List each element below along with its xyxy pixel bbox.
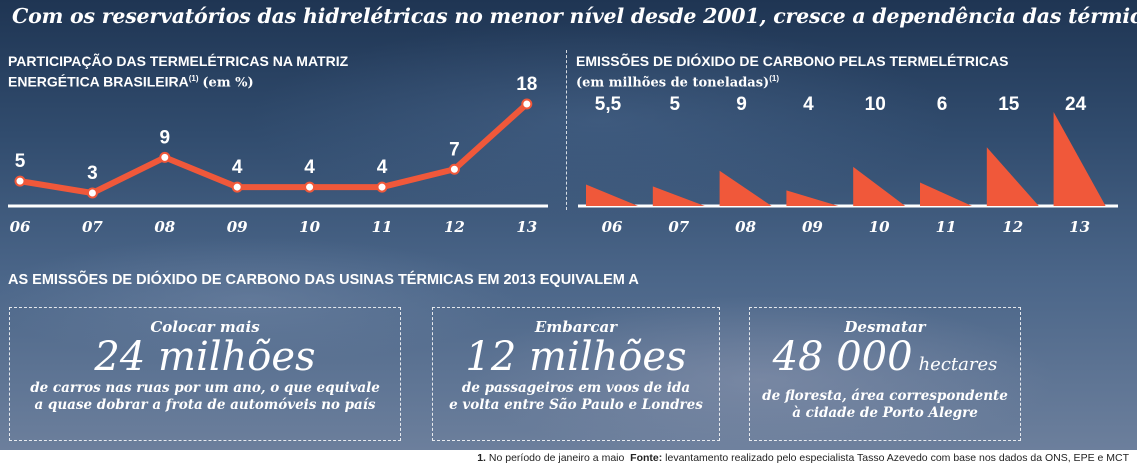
box-number: 24 milhões	[94, 334, 316, 380]
line-chart-x-tick: 13	[516, 218, 537, 236]
line-chart-point	[231, 181, 243, 193]
bar-chart-bar	[652, 186, 705, 206]
bar-chart-title-line1: EMISSÕES DE DIÓXIDO DE CARBONO PELAS TER…	[576, 53, 1009, 69]
footer-source-label: Fonte:	[630, 452, 663, 464]
bar-chart-x-tick: 06	[602, 218, 623, 236]
line-chart-title-unit: (em %)	[202, 75, 254, 91]
line-chart-x-tick: 08	[154, 218, 175, 236]
bar-chart-bar	[719, 170, 772, 206]
line-chart-value-label: 4	[377, 157, 388, 178]
equivalence-box-forest: Desmatar 48 000 hectares de floresta, áre…	[749, 307, 1021, 441]
bar-chart-x-tick: 12	[1002, 218, 1023, 236]
line-chart-point	[448, 163, 460, 175]
bar-chart-title-line2: (em milhões de toneladas)(1)	[576, 70, 1009, 92]
equivalence-box-flights: Embarcar 12 milhões de passageiros em vo…	[432, 307, 720, 441]
bar-chart-bar	[786, 190, 839, 206]
bar-chart-bar	[986, 147, 1039, 206]
line-chart-x-tick: 12	[444, 218, 465, 236]
line-chart-title-main: ENERGÉTICA BRASILEIRA	[8, 73, 189, 90]
line-chart-value-label: 4	[304, 157, 315, 178]
box-big-number: 48 000 hectares	[750, 336, 1020, 386]
line-chart-value-label: 4	[232, 157, 243, 178]
box-description-line1: de floresta, área correspondente	[762, 388, 1008, 404]
line-chart-title-line2: ENERGÉTICA BRASILEIRA(1) (em %)	[8, 70, 368, 92]
line-chart-point	[304, 181, 316, 193]
bar-chart-x-tick: 11	[936, 218, 957, 236]
bar-chart-title-footnote: (1)	[769, 74, 779, 83]
bar-chart-value-label: 5	[670, 94, 681, 115]
box-description: de passageiros em voos de ida e volta en…	[433, 380, 719, 414]
line-chart-x-tick: 07	[82, 218, 103, 236]
bar-chart-value-label: 24	[1065, 94, 1087, 115]
line-chart-title-line1: PARTICIPAÇÃO DAS TERMELÉTRICAS NA MATRIZ	[8, 53, 349, 69]
footer-source: levantamento realizado pelo especialista…	[665, 452, 1129, 464]
line-chart-x-tick: 11	[372, 218, 393, 236]
chart-divider	[566, 50, 567, 210]
box-description: de carros nas ruas por um ano, o que equ…	[10, 380, 400, 414]
box-unit: hectares	[918, 354, 998, 375]
box-description-line1: de passageiros em voos de ida	[461, 380, 691, 396]
box-number: 12 milhões	[465, 334, 687, 380]
line-chart-x-tick: 10	[299, 218, 320, 236]
bar-chart-x-tick: 10	[869, 218, 890, 236]
bar-chart-value-label: 10	[865, 94, 886, 115]
bar-chart-x-tick: 07	[668, 218, 689, 236]
box-big-number: 24 milhões	[10, 336, 400, 378]
bar-chart-value-label: 6	[937, 94, 948, 115]
equivalence-box-cars: Colocar mais 24 milhões de carros nas ru…	[9, 307, 401, 441]
bar-chart-bar	[920, 182, 972, 206]
box-lead: Colocar mais	[150, 318, 260, 336]
bar-chart-value-label: 5,5	[595, 94, 622, 115]
box-lead: Embarcar	[534, 318, 618, 336]
bar-chart-title: EMISSÕES DE DIÓXIDO DE CARBONO PELAS TER…	[576, 53, 1009, 92]
bar-chart-x-tick: 08	[735, 218, 756, 236]
line-chart-title-footnote: (1)	[188, 74, 199, 83]
bar-chart-value-label: 9	[736, 94, 747, 115]
charts-svg: 5 06 3 07 9 08 4 09 4 10 4 11 7 12 18 13 5,5 06 5 07 9 08 4 09 1…	[10, 74, 1106, 236]
bar-chart-value-label: 15	[998, 94, 1020, 115]
line-chart-x-tick: 06	[10, 218, 31, 236]
line-chart-point	[14, 175, 26, 187]
equivalence-title: AS EMISSÕES DE DIÓXIDO DE CARBONO DAS US…	[8, 272, 639, 288]
box-description-line1: de carros nas ruas por um ano, o que equ…	[30, 380, 380, 396]
box-description-line2: e volta entre São Paulo e Londres	[449, 397, 703, 413]
bar-chart-x-tick: 09	[802, 218, 823, 236]
bar-chart-title-unit: (em milhões de toneladas)	[576, 75, 770, 91]
footer: 1. No período de janeiro a maio Fonte: l…	[477, 452, 1129, 464]
box-description: de floresta, área correspondente à cidad…	[750, 388, 1020, 422]
bar-chart-bar	[1053, 112, 1106, 206]
main-title: Com os reservatórios das hidrelétricas n…	[12, 4, 1137, 28]
bar-chart-bar	[586, 184, 638, 206]
box-lead: Desmatar	[844, 318, 926, 336]
bar-chart-value-label: 4	[803, 94, 814, 115]
line-chart-point	[159, 151, 171, 163]
footer-note-number: 1.	[477, 452, 486, 464]
line-chart-value-label: 9	[160, 127, 171, 148]
bar-chart-x-tick: 13	[1069, 218, 1090, 236]
line-chart-point	[521, 98, 533, 110]
line-chart-value-label: 5	[15, 151, 26, 172]
bar-chart-bar	[853, 166, 906, 206]
line-chart-value-label: 18	[516, 74, 537, 95]
line-chart-x-tick: 09	[227, 218, 248, 236]
footer-note: No período de janeiro a maio	[488, 452, 625, 464]
line-chart-point	[376, 181, 388, 193]
line-chart-series	[17, 101, 530, 196]
box-description-line2: à cidade de Porto Alegre	[792, 405, 978, 421]
box-number: 48 000	[772, 334, 913, 380]
box-description-line2: a quase dobrar a frota de automóveis no …	[34, 397, 376, 413]
box-big-number: 12 milhões	[433, 336, 719, 378]
footer-background	[0, 450, 1137, 468]
line-chart-point	[86, 187, 98, 199]
sky-background	[0, 0, 1137, 450]
line-chart-value-label: 3	[87, 163, 98, 184]
line-chart-title: PARTICIPAÇÃO DAS TERMELÉTRICAS NA MATRIZ…	[8, 53, 368, 92]
line-chart-value-label: 7	[449, 139, 460, 160]
